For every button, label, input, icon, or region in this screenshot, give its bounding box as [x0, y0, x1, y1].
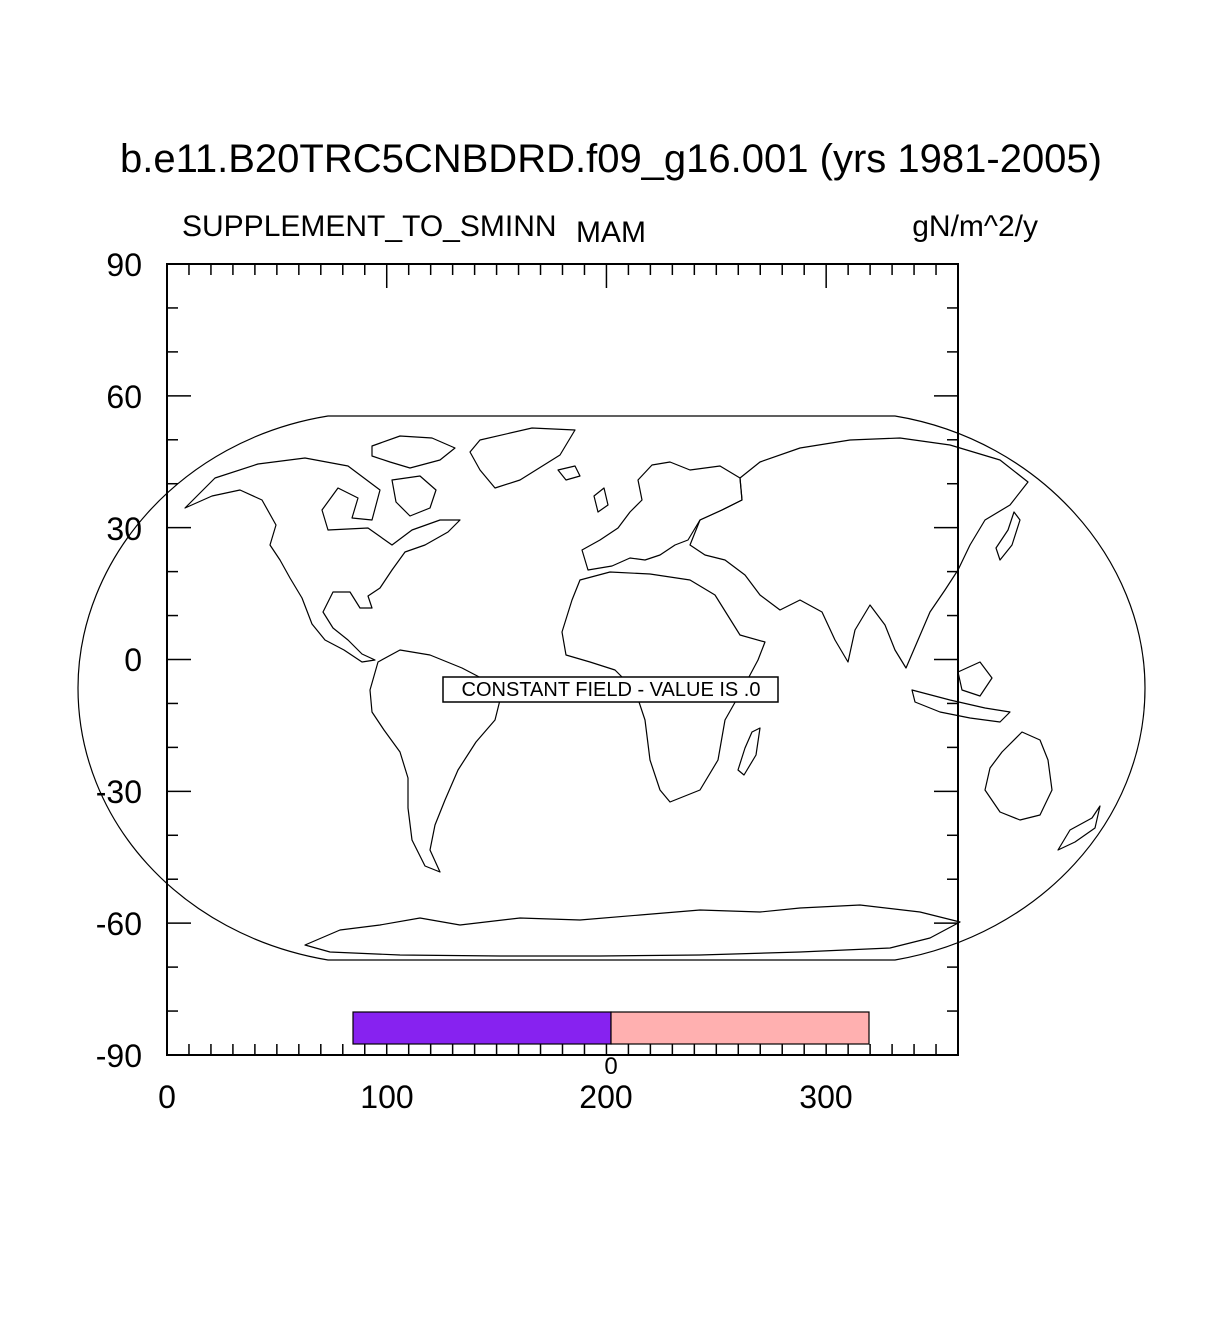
coastline-antarctica [304, 904, 961, 957]
colorbar-segment [610, 1011, 870, 1045]
colorbar-label: 0 [604, 1053, 617, 1080]
x-tick-label: 100 [360, 1079, 413, 1115]
constant-field-message: CONSTANT FIELD - VALUE IS .0 [442, 676, 779, 703]
units-label: gN/m^2/y [912, 210, 1038, 243]
y-tick-label: 60 [106, 379, 142, 415]
projection-boundary [77, 415, 1146, 961]
coastline-madagascar [737, 727, 761, 776]
coastline-arctic-islands [371, 435, 456, 469]
coastline-north-america [184, 457, 461, 663]
main-title: b.e11.B20TRC5CNBDRD.f09_g16.001 (yrs 198… [120, 137, 1102, 181]
coastline-british-isles [593, 487, 609, 513]
coastline-indonesia [911, 689, 1011, 723]
season-label: MAM [576, 216, 646, 249]
variable-label: SUPPLEMENT_TO_SMINN [182, 210, 557, 243]
coastline-australia [984, 731, 1053, 821]
coastline-japan [995, 511, 1021, 561]
coastline-hudson-region [391, 475, 437, 517]
coastline-new-zealand [1057, 805, 1101, 851]
coastline-asia [689, 437, 1029, 669]
x-tick-label: 0 [158, 1079, 176, 1115]
coastline-europe [581, 461, 743, 571]
y-tick-label: -90 [96, 1038, 142, 1074]
axis-ticks [166, 263, 959, 1056]
coastline-greenland [469, 427, 576, 489]
y-tick-label: -60 [96, 906, 142, 942]
plot-frame [166, 263, 959, 1056]
y-tick-label: 30 [106, 511, 142, 547]
y-axis-labels: 90 60 30 0 -30 -60 -90 [96, 247, 142, 1074]
colorbar-segment [352, 1011, 612, 1045]
x-tick-label: 300 [799, 1079, 852, 1115]
coastlines [184, 427, 1101, 957]
coastline-iceland [557, 465, 581, 481]
coastline-borneo [957, 661, 993, 697]
coastline-africa [561, 571, 766, 803]
x-axis-labels: 0 100 200 300 [158, 1079, 853, 1115]
message-box [442, 676, 779, 703]
y-tick-label: 90 [106, 247, 142, 283]
map-projection [77, 415, 1146, 961]
x-tick-label: 200 [579, 1079, 632, 1115]
message-text: CONSTANT FIELD - VALUE IS .0 [462, 679, 761, 701]
y-tick-label: -30 [96, 774, 142, 810]
colorbar: 0 [352, 1011, 870, 1080]
y-tick-label: 0 [124, 642, 142, 678]
coastline-south-america [369, 649, 501, 873]
